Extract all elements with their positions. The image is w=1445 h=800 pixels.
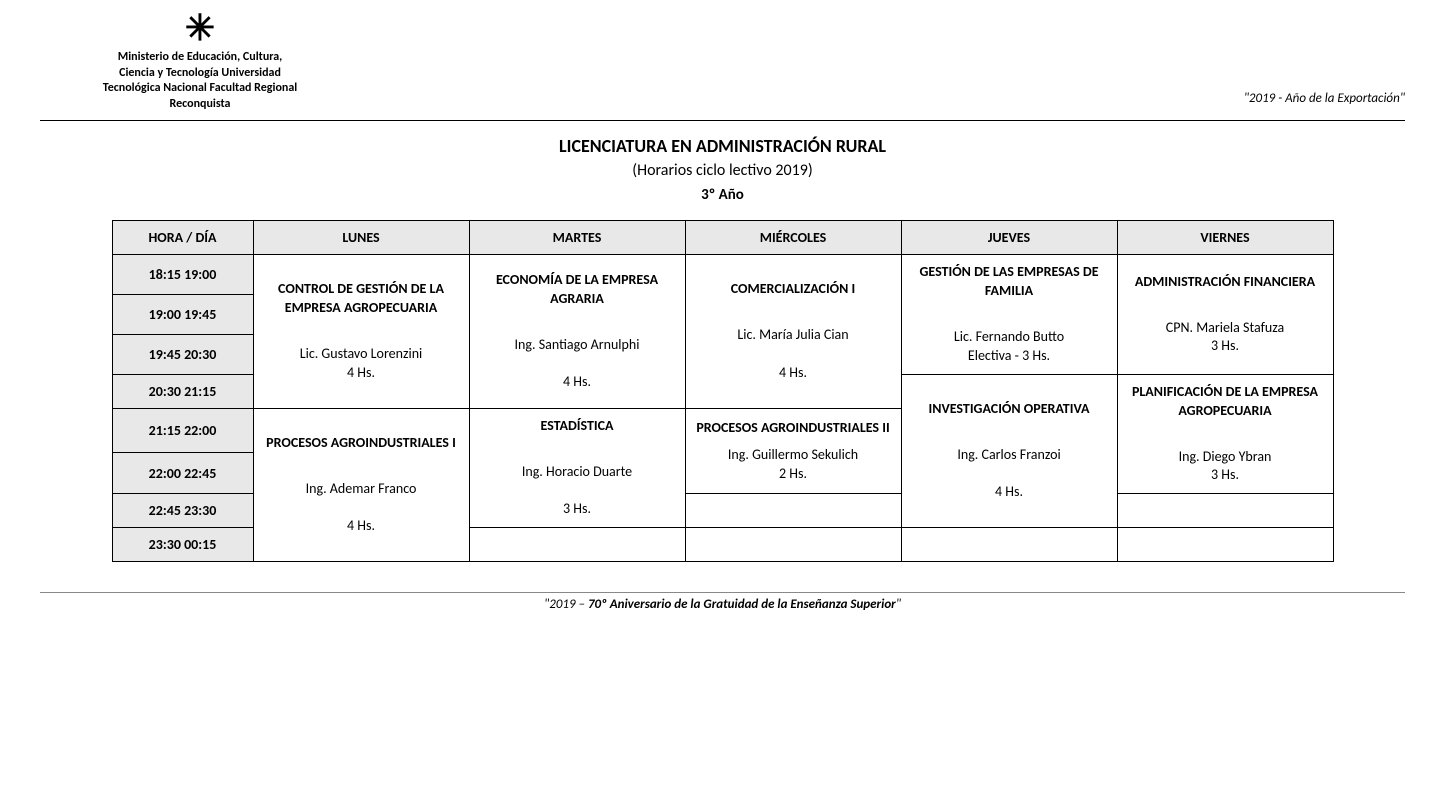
program-title: LICENCIATURA EN ADMINISTRACIÓN RURAL [40,135,1405,157]
institution-block: ✳ Ministerio de Educación, Cultura, Cien… [40,10,360,112]
schedule-table: HORA / DÍA LUNES MARTES MIÉRCOLES JUEVES… [112,220,1334,562]
document-header: ✳ Ministerio de Educación, Cultura, Cien… [40,10,1405,120]
course-teacher: Lic. Gustavo Lorenzini [264,345,459,364]
time-slot: 21:15 22:00 [112,408,253,453]
course-teacher: Lic. Fernando Butto [912,328,1107,347]
course-miercoles-2: PROCESOS AGROINDUSTRIALES II Ing. Guille… [685,408,901,493]
time-slot: 19:00 19:45 [112,295,253,335]
course-teacher: Ing. Horacio Duarte [480,463,675,482]
empty-cell [901,528,1117,562]
course-hours: 4 Hs. [480,373,675,392]
institution-line: Tecnológica Nacional Facultad Regional [40,81,360,97]
empty-cell [685,494,901,528]
course-name: ESTADÍSTICA [480,417,675,436]
empty-cell [685,528,901,562]
header-row: HORA / DÍA LUNES MARTES MIÉRCOLES JUEVES… [112,221,1333,255]
course-martes-1: ECONOMÍA DE LA EMPRESA AGRARIA Ing. Sant… [469,255,685,408]
course-name: ADMINISTRACIÓN FINANCIERA [1128,273,1323,292]
course-hours: 4 Hs. [264,517,459,536]
time-slot: 22:00 22:45 [112,453,253,494]
empty-cell [469,528,685,562]
course-viernes-2: PLANIFICACIÓN DE LA EMPRESA AGROPECUARIA… [1117,374,1333,493]
utn-logo-icon: ✳ [40,10,360,46]
title-block: LICENCIATURA EN ADMINISTRACIÓN RURAL (Ho… [40,135,1405,204]
course-hours: 2 Hs. [696,465,891,484]
course-name: CONTROL DE GESTIÓN DE LA EMPRESA AGROPEC… [264,280,459,318]
col-miercoles: MIÉRCOLES [685,221,901,255]
footer-divider [40,592,1405,593]
time-slot: 20:30 21:15 [112,374,253,408]
course-hours: 4 Hs. [264,364,459,383]
course-jueves-2: INVESTIGACIÓN OPERATIVA Ing. Carlos Fran… [901,374,1117,527]
course-hours: 3 Hs. [1128,466,1323,485]
institution-line: Ministerio de Educación, Cultura, [40,50,360,66]
course-name: PROCESOS AGROINDUSTRIALES II [696,419,891,438]
schedule-subtitle: (Horarios ciclo lectivo 2019) [40,161,1405,180]
course-teacher: Lic. María Julia Cian [696,326,891,345]
course-hours: 3 Hs. [1128,337,1323,356]
col-hora: HORA / DÍA [112,221,253,255]
time-slot: 23:30 00:15 [112,528,253,562]
course-teacher: Ing. Guillermo Sekulich [696,446,891,465]
course-name: COMERCIALIZACIÓN I [696,280,891,299]
course-viernes-1: ADMINISTRACIÓN FINANCIERA CPN. Mariela S… [1117,255,1333,374]
empty-cell [1117,528,1333,562]
year-motto: "2019 - Año de la Exportación" [1244,91,1405,112]
course-martes-2: ESTADÍSTICA Ing. Horacio Duarte 3 Hs. [469,408,685,527]
col-lunes: LUNES [253,221,469,255]
institution-line: Reconquista [40,97,360,113]
course-hours: Electiva - 3 Hs. [912,347,1107,366]
footer-bold: 70º Aniversario de la Gratuidad de la En… [588,597,896,612]
table-row: 18:15 19:00 CONTROL DE GESTIÓN DE LA EMP… [112,255,1333,295]
course-name: INVESTIGACIÓN OPERATIVA [912,400,1107,419]
course-teacher: Ing. Santiago Arnulphi [480,336,675,355]
course-teacher: Ing. Ademar Franco [264,480,459,499]
course-hours: 3 Hs. [480,500,675,519]
col-viernes: VIERNES [1117,221,1333,255]
time-slot: 18:15 19:00 [112,255,253,295]
col-martes: MARTES [469,221,685,255]
col-jueves: JUEVES [901,221,1117,255]
course-teacher: Ing. Diego Ybran [1128,448,1323,467]
course-name: GESTIÓN DE LAS EMPRESAS DE FAMILIA [912,263,1107,301]
course-name: PROCESOS AGROINDUSTRIALES I [264,434,459,453]
footer-suffix: " [896,597,901,612]
course-lunes-2: PROCESOS AGROINDUSTRIALES I Ing. Ademar … [253,408,469,561]
course-teacher: Ing. Carlos Franzoi [912,446,1107,465]
course-teacher: CPN. Mariela Stafuza [1128,319,1323,338]
course-name: ECONOMÍA DE LA EMPRESA AGRARIA [480,271,675,309]
course-jueves-1: GESTIÓN DE LAS EMPRESAS DE FAMILIA Lic. … [901,255,1117,374]
course-hours: 4 Hs. [912,483,1107,502]
footer-text: "2019 – 70º Aniversario de la Gratuidad … [40,597,1405,612]
header-divider [40,120,1405,121]
time-slot: 19:45 20:30 [112,335,253,375]
course-miercoles-1: COMERCIALIZACIÓN I Lic. María Julia Cian… [685,255,901,408]
footer-prefix: "2019 – [544,597,588,612]
grade-year: 3º Año [40,186,1405,204]
course-lunes-1: CONTROL DE GESTIÓN DE LA EMPRESA AGROPEC… [253,255,469,408]
institution-line: Ciencia y Tecnología Universidad [40,66,360,82]
course-hours: 4 Hs. [696,364,891,383]
empty-cell [1117,494,1333,528]
time-slot: 22:45 23:30 [112,494,253,528]
course-name: PLANIFICACIÓN DE LA EMPRESA AGROPECUARIA [1128,383,1323,421]
